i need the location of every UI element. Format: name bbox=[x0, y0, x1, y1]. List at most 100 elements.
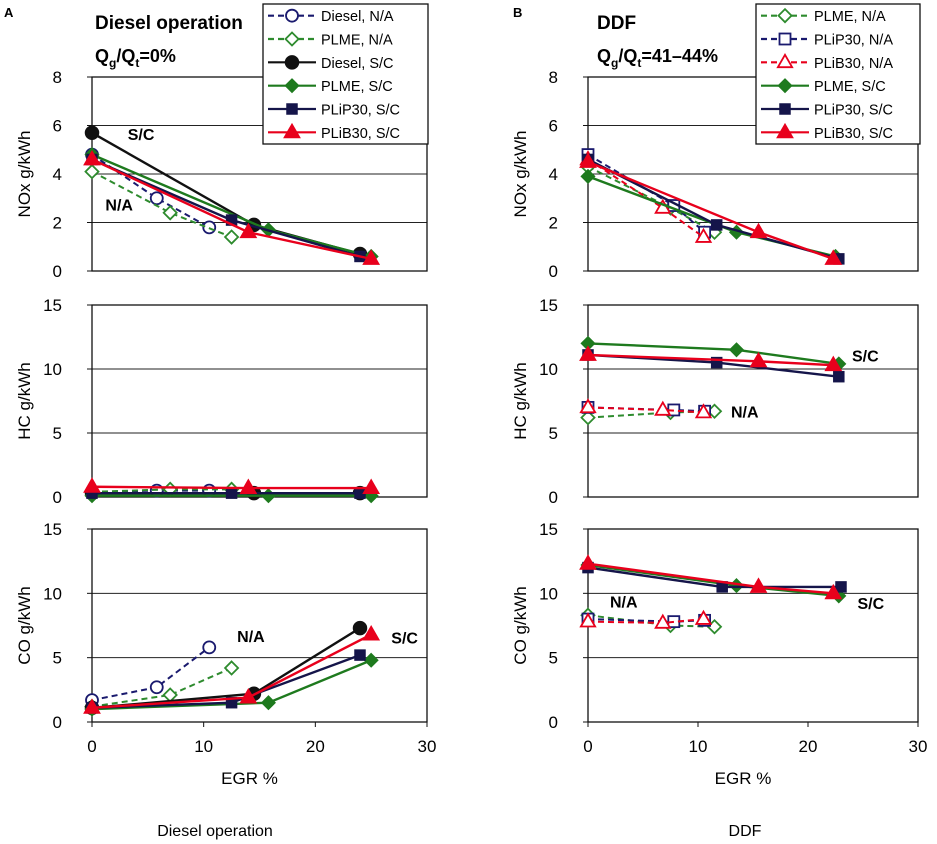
legend-label: PLiP30, S/C bbox=[814, 103, 893, 119]
panel-letter: B bbox=[513, 5, 522, 20]
plot-frame bbox=[587, 304, 919, 498]
series-plme-na bbox=[84, 163, 240, 245]
series-line bbox=[587, 410, 715, 419]
y-tick-label: 10 bbox=[539, 360, 558, 379]
legend-entry: PLME, S/C bbox=[268, 78, 393, 95]
data-point bbox=[225, 487, 238, 499]
y-axis-label: HC g/kWh bbox=[15, 362, 34, 439]
panel-letter: A bbox=[4, 5, 14, 20]
x-tick-label: 30 bbox=[909, 737, 928, 756]
data-point bbox=[728, 342, 745, 358]
data-point bbox=[579, 612, 597, 628]
series-line bbox=[587, 406, 704, 414]
gas-ratio-label: Qg/Qt=0% bbox=[95, 46, 176, 70]
gas-ratio-part: /Q bbox=[618, 46, 637, 66]
gas-ratio-part: t bbox=[135, 56, 139, 70]
y-tick-label: 5 bbox=[53, 649, 62, 668]
y-tick-label: 5 bbox=[549, 424, 558, 443]
plot-frame bbox=[587, 528, 919, 723]
legend-entry: PLiP30, N/A bbox=[761, 33, 893, 49]
series-line bbox=[587, 406, 705, 413]
legend-marker bbox=[285, 8, 299, 23]
y-tick-label: 4 bbox=[549, 165, 558, 184]
annotation-label: N/A bbox=[105, 197, 133, 214]
legend-entry: PLME, S/C bbox=[761, 78, 886, 95]
data-point bbox=[223, 660, 240, 676]
y-tick-label: 8 bbox=[549, 68, 558, 87]
y-tick-label: 10 bbox=[43, 360, 62, 379]
y-axis-label: NOx g/kWh bbox=[15, 131, 34, 218]
data-point bbox=[223, 229, 240, 245]
x-axis-label: EGR % bbox=[221, 769, 278, 788]
legend-entry: PLiP30, S/C bbox=[268, 103, 400, 119]
legend: PLME, N/A PLiP30, N/A PLiB30, N/A PLME, S/C… bbox=[755, 3, 921, 145]
y-tick-label: 0 bbox=[53, 713, 62, 732]
data-point bbox=[749, 351, 768, 368]
legend-entry: PLME, N/A bbox=[761, 7, 886, 25]
data-point bbox=[654, 400, 672, 416]
x-axis-label: EGR % bbox=[715, 769, 772, 788]
data-point bbox=[824, 249, 843, 265]
gas-ratio-part: g bbox=[109, 56, 116, 70]
data-point bbox=[362, 249, 381, 265]
legend-box bbox=[755, 3, 921, 145]
data-point bbox=[579, 345, 597, 361]
legend-entry: Diesel, N/A bbox=[268, 8, 394, 25]
legend-marker bbox=[283, 122, 301, 139]
data-point bbox=[362, 478, 381, 494]
y-tick-label: 2 bbox=[549, 214, 558, 233]
y-tick-label: 15 bbox=[43, 296, 62, 315]
y-axis-label: CO g/kWh bbox=[511, 586, 530, 664]
legend-entry: PLiB30, S/C bbox=[761, 122, 893, 142]
data-point bbox=[580, 409, 596, 426]
legend-marker bbox=[284, 55, 300, 70]
data-point bbox=[162, 205, 178, 221]
y-tick-label: 0 bbox=[549, 488, 558, 507]
series-line bbox=[91, 170, 232, 238]
legend-marker bbox=[777, 78, 793, 94]
x-tick-label: 30 bbox=[418, 737, 437, 756]
data-point bbox=[694, 609, 713, 625]
data-point bbox=[579, 554, 597, 570]
y-axis-label: HC g/kWh bbox=[511, 362, 530, 439]
y-tick-label: 2 bbox=[53, 214, 62, 233]
data-point bbox=[260, 695, 276, 711]
series-line bbox=[587, 618, 705, 623]
series-line bbox=[91, 667, 232, 708]
legend-label: Diesel, N/A bbox=[321, 9, 394, 25]
annotation-label: N/A bbox=[237, 629, 265, 646]
legend-box bbox=[262, 3, 429, 145]
data-point bbox=[149, 680, 164, 695]
data-point bbox=[260, 488, 276, 504]
data-point bbox=[363, 652, 379, 668]
legend-marker bbox=[779, 103, 791, 115]
y-tick-label: 10 bbox=[43, 584, 62, 603]
series-plip30-na bbox=[581, 400, 711, 418]
y-tick-label: 15 bbox=[43, 520, 62, 539]
series-line bbox=[587, 160, 834, 261]
gas-ratio-part: =41–44% bbox=[641, 46, 718, 66]
series-line bbox=[587, 158, 705, 238]
data-point bbox=[579, 152, 597, 168]
panel-a: A Diesel operation Qg/Qt=0% 0 2 4 6 8 NOx g/kWh S… bbox=[4, 3, 437, 840]
data-point bbox=[710, 219, 723, 231]
series-line bbox=[587, 618, 704, 624]
plot-frame bbox=[91, 528, 428, 723]
series-line bbox=[587, 175, 836, 258]
data-point bbox=[239, 222, 258, 239]
y-tick-label: 15 bbox=[539, 520, 558, 539]
data-point bbox=[694, 403, 713, 419]
y-tick-label: 0 bbox=[53, 488, 62, 507]
panel-title: DDF bbox=[597, 13, 636, 34]
panel-caption: DDF bbox=[729, 823, 762, 840]
data-point bbox=[202, 640, 217, 655]
legend-marker bbox=[776, 122, 794, 139]
legend-entry: PLiP30, S/C bbox=[761, 103, 893, 119]
series-diesel-sc bbox=[84, 125, 368, 262]
legend-entry: PLME, N/A bbox=[268, 31, 393, 49]
data-point bbox=[84, 163, 100, 180]
gas-ratio-part: Q bbox=[95, 46, 109, 66]
data-point bbox=[239, 478, 258, 494]
legend-label: PLME, S/C bbox=[321, 79, 393, 95]
data-point bbox=[580, 168, 596, 184]
